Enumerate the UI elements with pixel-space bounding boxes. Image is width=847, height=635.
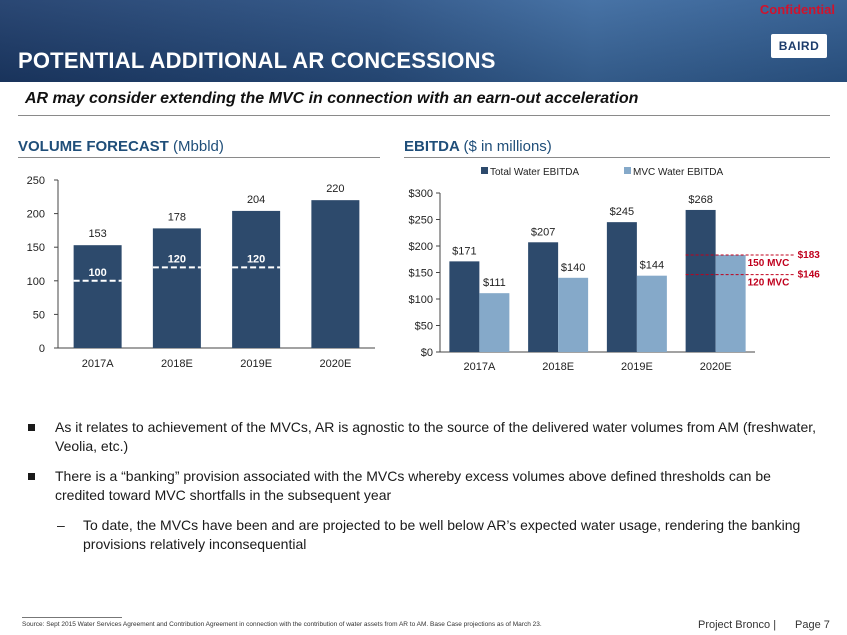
x-tick-label: 2018E: [161, 358, 193, 370]
y-tick-label: 0: [39, 343, 45, 355]
sub-bullet-text: To date, the MVCs have been and are proj…: [83, 517, 801, 552]
confidential-label: Confidential: [759, 2, 835, 17]
volume-unit: (Mbbld): [173, 138, 224, 155]
sub-bullet-dash: –: [57, 517, 65, 533]
y-tick-label: 200: [27, 209, 45, 221]
volume-bar: [311, 200, 360, 348]
x-tick-label: 2019E: [621, 361, 653, 373]
subtitle-divider: [18, 115, 830, 116]
bullet-item: There is a “banking” provision associate…: [28, 467, 818, 505]
volume-value-label: 220: [326, 183, 344, 195]
bullet-text: There is a “banking” provision associate…: [55, 468, 771, 503]
y-tick-label: $50: [415, 321, 433, 333]
volume-bar: [232, 210, 281, 348]
ebitda-unit: ($ in millions): [463, 138, 552, 155]
y-tick-label: 150: [27, 242, 45, 254]
page-number: Page 7: [795, 619, 830, 631]
mvc-ebitda-bar: [558, 277, 589, 352]
volume-divider: [18, 157, 380, 158]
y-tick-label: 100: [27, 276, 45, 288]
mvc-ebitda-label: $111: [483, 277, 506, 289]
total-ebitda-bar: [528, 242, 559, 352]
volume-value-label: 153: [88, 228, 106, 240]
ebitda-chart: $0 $50 $100 $150 $200 $250 $300 Total Water EBI…: [409, 167, 821, 373]
y-tick-label: $0: [421, 347, 433, 359]
volume-value-label: 204: [247, 194, 265, 206]
sub-bullet-item: – To date, the MVCs have been and are pr…: [28, 516, 818, 554]
total-ebitda-bar: [685, 209, 716, 352]
total-ebitda-label: $268: [688, 194, 712, 206]
slide-subtitle: AR may consider extending the MVC in con…: [25, 90, 639, 107]
total-ebitda-label: $171: [452, 245, 476, 257]
mvc-annotation-value: $183: [798, 250, 821, 261]
ebitda-divider: [404, 157, 830, 158]
header-banner: Confidential POTENTIAL ADDITIONAL AR CON…: [0, 0, 847, 82]
mvc-ebitda-bar: [715, 255, 746, 352]
x-tick-label: 2017A: [82, 358, 114, 370]
legend-label: MVC Water EBITDA: [633, 167, 724, 178]
y-tick-label: $200: [409, 241, 433, 253]
mvc-label: 120: [247, 253, 265, 265]
baird-logo: BAIRD: [771, 34, 827, 58]
mvc-ebitda-bar: [479, 293, 510, 352]
mvc-annotation-label: 120 MVC: [748, 278, 790, 289]
bullet-list: As it relates to achievement of the MVCs…: [28, 418, 818, 554]
footnote-divider: [22, 617, 122, 618]
legend-label: Total Water EBITDA: [490, 167, 579, 178]
volume-value-label: 178: [168, 211, 186, 223]
x-tick-label: 2020E: [700, 361, 732, 373]
legend-swatch: [481, 167, 488, 174]
banner-background: [0, 0, 847, 82]
mvc-ebitda-label: $144: [640, 260, 664, 272]
volume-title: VOLUME FORECAST: [18, 138, 169, 155]
y-tick-label: $150: [409, 268, 433, 280]
bullet-marker: [28, 473, 35, 480]
ebitda-section-title: EBITDA ($ in millions): [404, 138, 552, 155]
volume-bar: [73, 245, 122, 348]
mvc-annotation-label: 150 MVC: [748, 258, 790, 269]
mvc-label: 100: [88, 267, 106, 279]
source-note: Source: Sept 2015 Water Services Agreeme…: [22, 621, 542, 628]
x-tick-label: 2020E: [319, 358, 351, 370]
bullet-text: As it relates to achievement of the MVCs…: [55, 419, 817, 454]
mvc-label: 120: [168, 253, 186, 265]
total-ebitda-bar: [449, 261, 480, 352]
volume-chart: 0 50 100 150 200 250 153 2017A 100 178 2018E 120 204…: [27, 175, 375, 370]
legend-swatch: [624, 167, 631, 174]
x-tick-label: 2017A: [463, 361, 495, 373]
x-tick-label: 2018E: [542, 361, 574, 373]
x-tick-label: 2019E: [240, 358, 272, 370]
volume-section-title: VOLUME FORECAST (Mbbld): [18, 138, 224, 155]
y-tick-label: $300: [409, 188, 433, 200]
y-tick-label: $250: [409, 215, 433, 227]
y-tick-label: 50: [33, 309, 45, 321]
bullet-item: As it relates to achievement of the MVCs…: [28, 418, 818, 456]
total-ebitda-label: $245: [610, 206, 634, 218]
bullet-marker: [28, 424, 35, 431]
mvc-annotation-value: $146: [798, 270, 821, 281]
volume-bar: [152, 228, 201, 348]
ebitda-title: EBITDA: [404, 138, 460, 155]
mvc-ebitda-label: $140: [561, 262, 585, 274]
page-title: POTENTIAL ADDITIONAL AR CONCESSIONS: [18, 48, 496, 73]
mvc-ebitda-bar: [636, 275, 667, 352]
total-ebitda-label: $207: [531, 226, 555, 238]
project-name: Project Bronco |: [698, 619, 777, 631]
total-ebitda-bar: [606, 222, 637, 352]
y-tick-label: $100: [409, 294, 433, 306]
y-tick-label: 250: [27, 175, 45, 187]
